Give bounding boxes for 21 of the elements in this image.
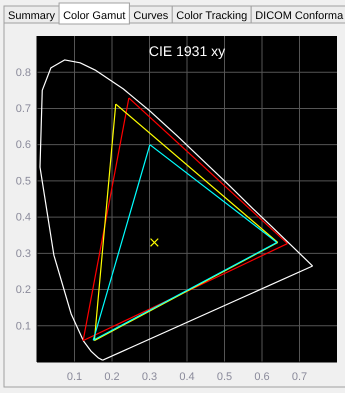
x-tick-label: 0.4 xyxy=(179,370,195,383)
y-tick-label: 0.6 xyxy=(16,139,31,152)
text: Curves xyxy=(133,10,169,22)
x-tick-label: 0.3 xyxy=(142,370,158,383)
y-tick-label: 0.3 xyxy=(16,248,31,260)
text: DICOM Conforma xyxy=(255,10,344,22)
x-tick-label: 0.2 xyxy=(104,370,120,383)
text: Color Gamut xyxy=(63,10,126,22)
y-tick-label: 0.5 xyxy=(16,175,31,188)
y-tick-label: 0.7 xyxy=(16,102,31,115)
text: Summary xyxy=(8,10,56,22)
y-tick-label: 0.2 xyxy=(16,284,31,296)
y-tick-label: 0.8 xyxy=(16,66,31,79)
x-tick-label: 0.6 xyxy=(254,370,270,383)
text: CIE 1931 xy xyxy=(148,43,226,59)
x-tick-label: 0.7 xyxy=(292,370,308,383)
x-tick-label: 0.5 xyxy=(216,370,232,383)
x-tick-label: 0.1 xyxy=(66,370,82,383)
y-tick-label: 0.4 xyxy=(16,212,31,224)
y-tick-label: 0.1 xyxy=(16,320,31,332)
text: Color Tracking xyxy=(176,10,248,22)
